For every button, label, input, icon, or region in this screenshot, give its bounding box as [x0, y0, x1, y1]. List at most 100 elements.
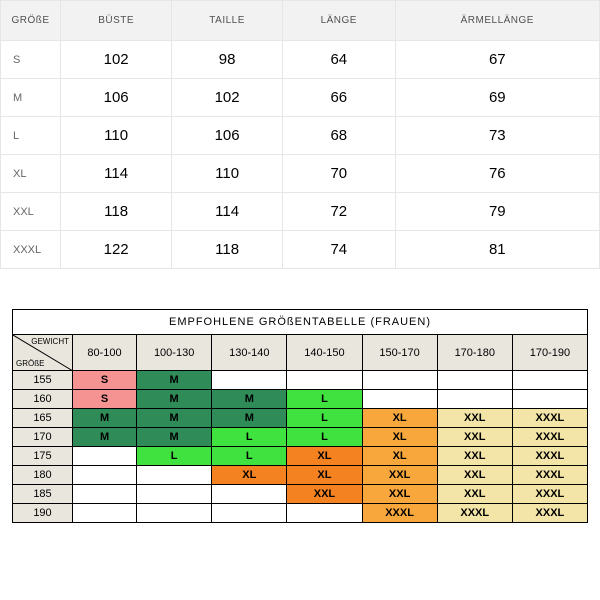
size-cell: XXXL: [512, 504, 587, 523]
size-cell: [212, 485, 287, 504]
size-cell: S: [73, 371, 137, 390]
size-cell: [512, 371, 587, 390]
size-cell: M: [137, 390, 212, 409]
table-row: XXXL1221187481: [1, 231, 600, 269]
measure-cell: 66: [282, 79, 395, 117]
size-cell: XL: [362, 428, 437, 447]
size-cell: XL: [362, 447, 437, 466]
height-row-label: 185: [13, 485, 73, 504]
col-bust: BÜSTE: [61, 1, 172, 41]
recommended-size-table: EMPFOHLENE GRÖßENTABELLE (FRAUEN) GEWICH…: [12, 309, 588, 523]
size-cell: XL: [212, 466, 287, 485]
weight-column: 100-130: [137, 335, 212, 371]
size-cell: L: [287, 390, 362, 409]
size-cell: XXXL: [512, 428, 587, 447]
measurement-table: GRÖßE BÜSTE TAILLE LÄNGE ÄRMELLÄNGE S102…: [0, 0, 600, 269]
table-row: 175LLXLXLXXLXXXL: [13, 447, 588, 466]
height-row-label: 165: [13, 409, 73, 428]
weight-column: 170-180: [437, 335, 512, 371]
size-cell: XXL: [437, 428, 512, 447]
size-cell: XXXL: [512, 409, 587, 428]
size-cell: XXXL: [437, 504, 512, 523]
table-row: S102986467: [1, 41, 600, 79]
weight-column: 80-100: [73, 335, 137, 371]
size-cell: XXL: [287, 485, 362, 504]
measure-cell: 118: [61, 193, 172, 231]
size-cell: L: [287, 428, 362, 447]
size-cell: L: [137, 447, 212, 466]
size-cell: S: [73, 390, 137, 409]
measure-cell: 69: [395, 79, 599, 117]
size-cell: M: [137, 409, 212, 428]
height-row-label: 170: [13, 428, 73, 447]
recommended-title: EMPFOHLENE GRÖßENTABELLE (FRAUEN): [13, 310, 588, 335]
size-cell: [137, 466, 212, 485]
measurement-header-row: GRÖßE BÜSTE TAILLE LÄNGE ÄRMELLÄNGE: [1, 1, 600, 41]
size-cell: [437, 390, 512, 409]
measure-cell: 81: [395, 231, 599, 269]
size-label: XXL: [1, 193, 61, 231]
size-cell: [73, 485, 137, 504]
size-cell: XXXL: [362, 504, 437, 523]
size-cell: L: [212, 428, 287, 447]
size-cell: [73, 504, 137, 523]
size-cell: XXL: [437, 447, 512, 466]
size-label: S: [1, 41, 61, 79]
measure-cell: 122: [61, 231, 172, 269]
size-label: XL: [1, 155, 61, 193]
corner-weight-label: GEWICHT: [31, 337, 69, 346]
measure-cell: 110: [172, 155, 283, 193]
measure-cell: 79: [395, 193, 599, 231]
table-row: 155SM: [13, 371, 588, 390]
measure-cell: 64: [282, 41, 395, 79]
size-cell: L: [212, 447, 287, 466]
height-row-label: 175: [13, 447, 73, 466]
size-cell: [137, 504, 212, 523]
col-waist: TAILLE: [172, 1, 283, 41]
table-row: 180XLXLXXLXXLXXXL: [13, 466, 588, 485]
size-label: XXXL: [1, 231, 61, 269]
size-cell: M: [212, 409, 287, 428]
size-cell: [212, 504, 287, 523]
size-cell: XXL: [437, 409, 512, 428]
corner-weight-height: GEWICHT GRÖßE: [13, 335, 73, 371]
col-length: LÄNGE: [282, 1, 395, 41]
size-cell: [287, 504, 362, 523]
col-sleeve: ÄRMELLÄNGE: [395, 1, 599, 41]
measure-cell: 102: [172, 79, 283, 117]
size-cell: XL: [362, 409, 437, 428]
size-cell: XXL: [437, 485, 512, 504]
size-cell: XXL: [362, 485, 437, 504]
measure-cell: 118: [172, 231, 283, 269]
measure-cell: 68: [282, 117, 395, 155]
size-cell: M: [137, 428, 212, 447]
table-row: XXL1181147279: [1, 193, 600, 231]
size-cell: M: [73, 428, 137, 447]
corner-height-label: GRÖßE: [16, 359, 44, 368]
height-row-label: 190: [13, 504, 73, 523]
size-cell: XXXL: [512, 447, 587, 466]
height-row-label: 155: [13, 371, 73, 390]
size-cell: [362, 371, 437, 390]
size-cell: XXL: [362, 466, 437, 485]
size-cell: M: [73, 409, 137, 428]
measure-cell: 106: [172, 117, 283, 155]
height-row-label: 180: [13, 466, 73, 485]
measure-cell: 73: [395, 117, 599, 155]
table-row: 165MMMLXLXXLXXXL: [13, 409, 588, 428]
size-cell: L: [287, 409, 362, 428]
size-cell: XXXL: [512, 466, 587, 485]
size-cell: [287, 371, 362, 390]
size-cell: [212, 371, 287, 390]
size-cell: [73, 466, 137, 485]
measure-cell: 74: [282, 231, 395, 269]
height-row-label: 160: [13, 390, 73, 409]
table-row: L1101066873: [1, 117, 600, 155]
measure-cell: 110: [61, 117, 172, 155]
size-cell: [73, 447, 137, 466]
table-row: 170MMLLXLXXLXXXL: [13, 428, 588, 447]
measure-cell: 106: [61, 79, 172, 117]
table-row: M1061026669: [1, 79, 600, 117]
size-cell: [437, 371, 512, 390]
weight-column: 140-150: [287, 335, 362, 371]
